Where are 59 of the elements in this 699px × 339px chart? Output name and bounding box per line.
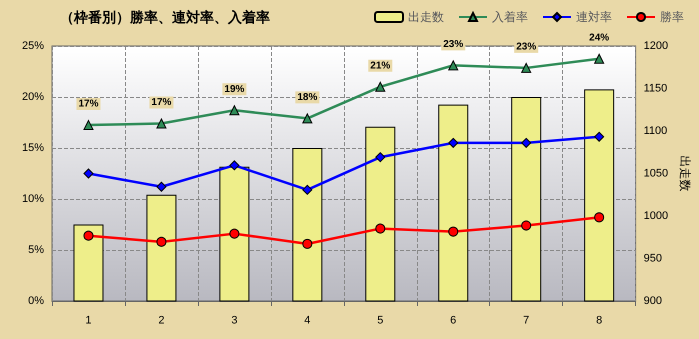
data-label: 24% xyxy=(589,32,610,44)
point xyxy=(302,238,312,249)
point xyxy=(156,118,166,129)
point xyxy=(229,228,240,239)
point xyxy=(229,105,240,116)
x-tick-label: 7 xyxy=(523,314,530,326)
data-label: 17% xyxy=(151,97,172,108)
point xyxy=(302,184,312,195)
y2-tick-label: 1200 xyxy=(644,40,668,52)
y-tick-label: 20% xyxy=(22,91,44,103)
legend-label: 連対率 xyxy=(576,10,612,24)
y-tick-label: 5% xyxy=(28,244,44,256)
y-tick-label: 25% xyxy=(22,40,44,52)
point xyxy=(594,132,604,142)
point xyxy=(521,220,532,231)
point xyxy=(594,212,604,222)
point xyxy=(302,113,312,124)
x-tick-label: 4 xyxy=(304,314,310,326)
data-label: 21% xyxy=(370,60,390,72)
point xyxy=(156,182,166,192)
data-label: 23% xyxy=(516,41,536,52)
x-tick-label: 1 xyxy=(85,314,92,326)
point xyxy=(156,236,166,247)
x-tick-label: 3 xyxy=(231,314,238,326)
legend-label: 出走数 xyxy=(408,10,444,24)
point xyxy=(83,230,94,241)
legend-label: 入着率 xyxy=(492,10,528,24)
data-label: 23% xyxy=(443,38,464,50)
point xyxy=(375,82,386,92)
x-tick-label: 5 xyxy=(377,314,384,326)
legend-label: 勝率 xyxy=(660,10,684,24)
x-tick-label: 6 xyxy=(450,314,456,326)
point xyxy=(448,226,458,237)
data-label: 19% xyxy=(224,84,244,95)
point xyxy=(448,138,458,148)
point xyxy=(375,152,386,162)
chart-title: （枠番別）勝率、連対率、入着率 xyxy=(60,9,270,26)
point xyxy=(594,54,604,64)
y-tick-label: 15% xyxy=(22,142,44,154)
y2-tick-label: 1000 xyxy=(644,210,668,222)
y-tick-label: 10% xyxy=(22,193,44,205)
point xyxy=(521,138,532,148)
y2-tick-label: 1100 xyxy=(644,125,668,137)
point xyxy=(83,120,94,130)
y2-tick-label: 900 xyxy=(644,295,662,307)
y2-tick-label: 1150 xyxy=(644,82,668,94)
point xyxy=(229,160,240,170)
point xyxy=(375,224,386,234)
data-label: 18% xyxy=(297,92,318,103)
point xyxy=(521,62,532,73)
y2-tick-label: 1050 xyxy=(644,168,668,180)
point xyxy=(448,60,458,70)
x-tick-label: 2 xyxy=(158,314,164,326)
x-tick-label: 8 xyxy=(596,314,602,326)
y2-axis-title: 出走数 xyxy=(678,156,692,192)
y-tick-label: 0% xyxy=(28,295,44,307)
y2-tick-label: 950 xyxy=(644,252,662,264)
point xyxy=(83,168,94,178)
data-label: 17% xyxy=(78,98,99,110)
